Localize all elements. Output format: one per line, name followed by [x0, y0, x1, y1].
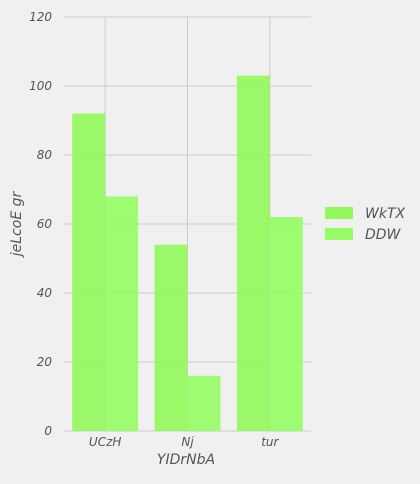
- x-tick-label: Nj: [181, 435, 194, 449]
- y-tick-label: 20: [37, 355, 53, 369]
- legend-swatch: [325, 207, 353, 219]
- y-tick-label: 120: [29, 10, 52, 24]
- bar: [269, 217, 303, 431]
- legend: WkTX DDW: [325, 206, 406, 243]
- bar: [105, 196, 139, 431]
- y-tick-label: 80: [37, 148, 53, 162]
- legend-label: WkTX: [365, 206, 406, 222]
- legend-label: DDW: [365, 227, 402, 243]
- x-axis-label: YIDrNbA: [157, 452, 215, 468]
- y-tick-label: 60: [37, 217, 53, 231]
- bar: [236, 75, 270, 432]
- x-tick-labels: UCzH Nj tur: [89, 435, 280, 449]
- x-tick-label: tur: [261, 435, 279, 449]
- y-tick-label: 100: [29, 79, 52, 93]
- x-tick-label: UCzH: [89, 435, 121, 449]
- bar: [187, 375, 221, 431]
- bars: [72, 75, 303, 432]
- bar: [154, 244, 188, 431]
- y-tick-label: 0: [44, 424, 52, 438]
- y-tick-labels: 0 20 40 60 80 100 120: [29, 10, 52, 438]
- y-axis-label: jeLcoE gr: [9, 191, 25, 259]
- y-tick-label: 40: [37, 286, 53, 300]
- legend-swatch: [325, 228, 353, 240]
- bar: [72, 113, 106, 431]
